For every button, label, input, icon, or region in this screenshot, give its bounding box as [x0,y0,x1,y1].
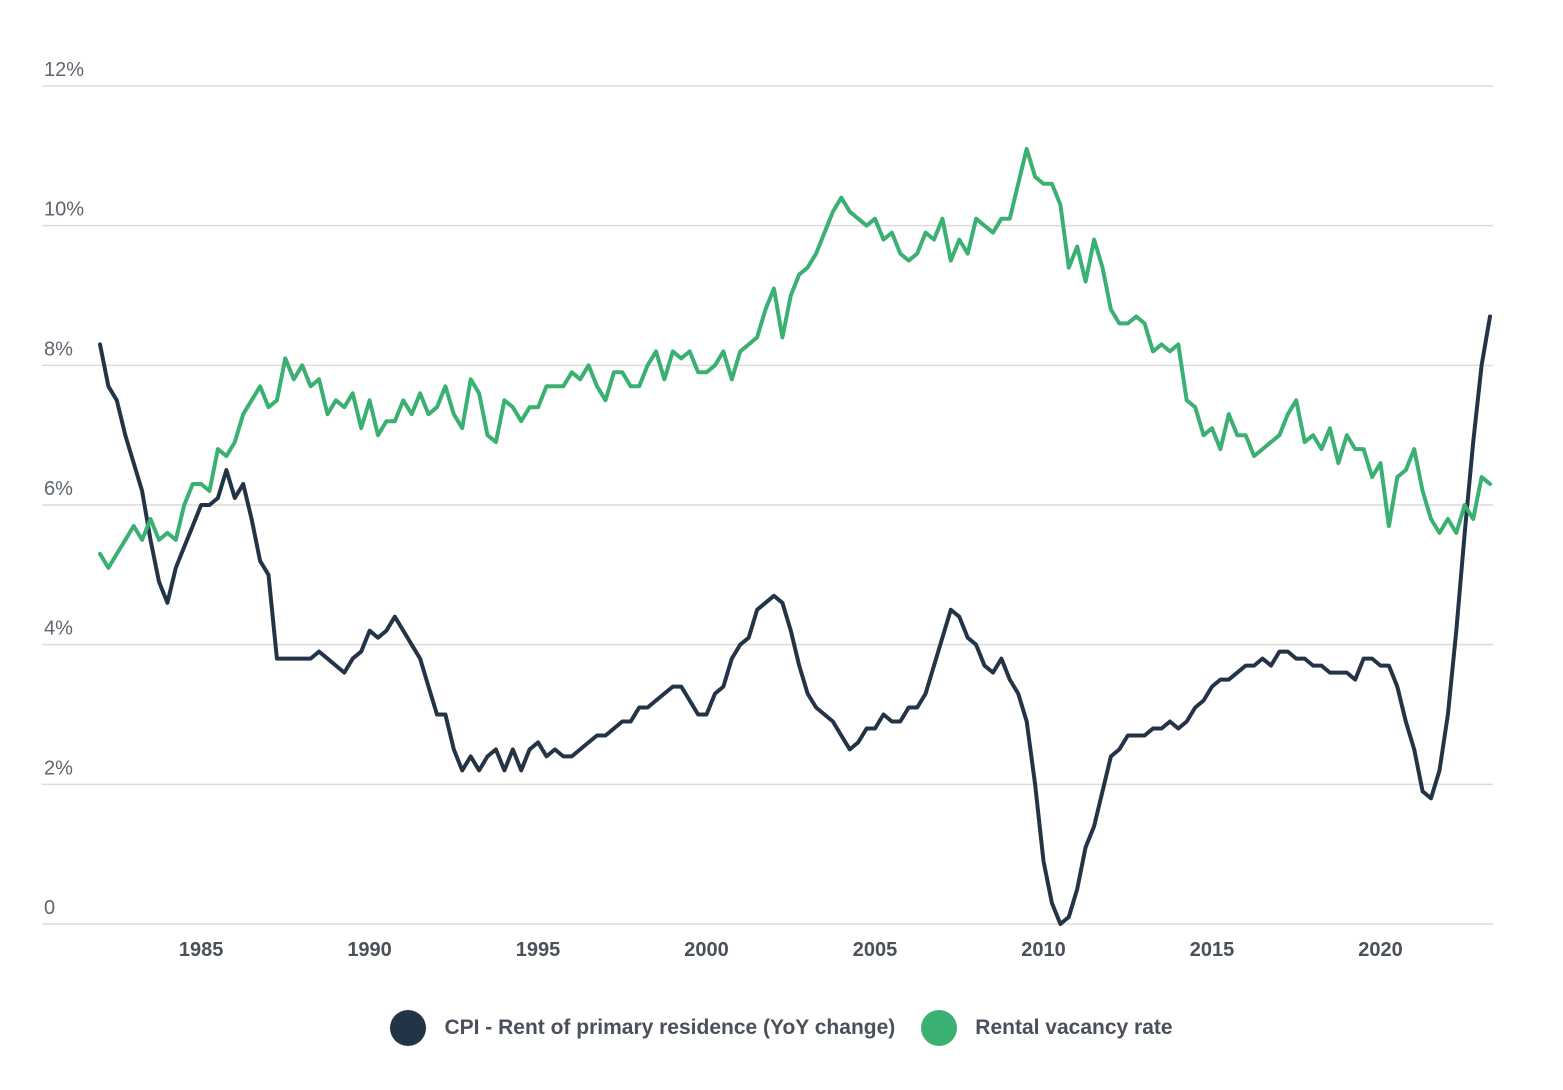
x-tick-label: 1995 [516,939,561,961]
series-lines [98,146,1492,926]
y-tick-label: 2% [44,757,73,779]
series-line-rental-vacancy [98,146,1492,570]
x-tick-label: 2010 [1021,939,1066,961]
legend-swatch-rental-vacancy [921,1010,958,1046]
legend-label-cpi-rent: CPI - Rent of primary residence (YoY cha… [444,1016,896,1039]
y-tick-label: 0 [44,897,55,919]
y-axis-ticks: 0 2% 4% 6% 8% 10% 12% [44,59,84,919]
x-tick-label: 2005 [853,939,898,961]
x-tick-label: 2015 [1190,939,1235,961]
legend-swatch-cpi-rent [390,1010,427,1046]
legend-item-rental-vacancy: Rental vacancy rate [921,1010,1173,1046]
legend-item-cpi-rent: CPI - Rent of primary residence (YoY cha… [390,1010,895,1046]
y-tick-label: 6% [44,478,73,500]
y-tick-label: 8% [44,338,73,360]
x-tick-label: 2020 [1358,939,1403,961]
series-line-cpi-rent [98,314,1492,926]
x-tick-label: 1990 [347,939,392,961]
line-chart: 0 2% 4% 6% 8% 10% 12% 1985 1990 1995 2000 2005 2010… [42,59,1493,961]
y-tick-label: 10% [44,199,84,221]
x-tick-label: 2000 [684,939,729,961]
y-tick-label: 4% [44,618,73,640]
x-axis-ticks: 1985 1990 1995 2000 2005 2010 2015 2020 [179,939,1403,961]
y-tick-label: 12% [44,59,84,81]
legend: CPI - Rent of primary residence (YoY cha… [0,1010,1563,1046]
gridlines [42,85,1493,925]
legend-label-rental-vacancy: Rental vacancy rate [975,1016,1173,1039]
x-tick-label: 1985 [179,939,224,961]
